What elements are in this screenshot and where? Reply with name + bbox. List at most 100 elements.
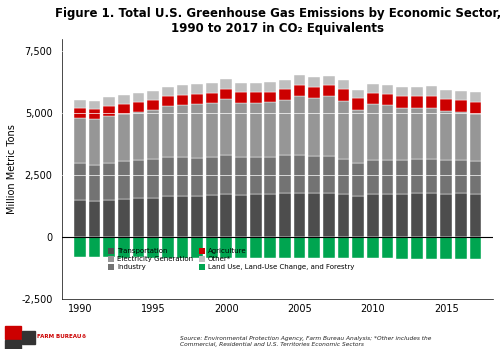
Bar [220, 155, 232, 194]
Bar [250, 237, 262, 258]
Bar [103, 163, 115, 200]
Bar [176, 237, 188, 258]
Title: Figure 1. Total U.S. Greenhouse Gas Emissions by Economic Sector,
1990 to 2017 i: Figure 1. Total U.S. Greenhouse Gas Emis… [54, 7, 500, 35]
Bar [147, 237, 159, 258]
Y-axis label: Million Metric Tons: Million Metric Tons [7, 124, 17, 214]
Bar [118, 104, 130, 114]
Bar [264, 237, 276, 258]
Bar [323, 237, 335, 258]
Bar [206, 237, 218, 258]
Bar [103, 237, 115, 258]
Bar [147, 198, 159, 237]
Bar [88, 119, 101, 165]
Bar [176, 157, 188, 196]
Bar [470, 161, 482, 194]
Bar [455, 160, 466, 193]
Bar [220, 79, 232, 89]
Bar [220, 237, 232, 258]
Bar [338, 101, 349, 159]
Bar [440, 194, 452, 237]
Bar [191, 158, 203, 196]
Bar [367, 84, 378, 93]
Bar [396, 160, 408, 194]
Bar [338, 194, 349, 237]
Text: FARM BUREAU®: FARM BUREAU® [38, 334, 88, 339]
Bar [294, 84, 306, 96]
Bar [294, 75, 306, 84]
Bar [338, 89, 349, 101]
Bar [250, 82, 262, 92]
Bar [176, 95, 188, 105]
Bar [118, 114, 130, 161]
Bar [147, 159, 159, 198]
Bar [162, 87, 173, 96]
Bar [367, 237, 378, 258]
Bar [455, 237, 466, 259]
Bar [206, 103, 218, 157]
Bar [264, 91, 276, 102]
Bar [118, 199, 130, 237]
Bar [74, 100, 86, 109]
Legend: Transportation, Electricity Generation, Industry, Agriculture, Other*, Land Use,: Transportation, Electricity Generation, … [106, 247, 356, 272]
Bar [74, 118, 86, 163]
Bar [5, 326, 20, 339]
Bar [147, 100, 159, 111]
Bar [470, 102, 482, 114]
Bar [103, 106, 115, 116]
Bar [440, 160, 452, 194]
Bar [118, 95, 130, 104]
Bar [411, 107, 422, 159]
Bar [235, 195, 247, 237]
Bar [338, 237, 349, 258]
Bar [367, 93, 378, 104]
Bar [103, 116, 115, 163]
Bar [162, 96, 173, 106]
Bar [396, 96, 408, 108]
Bar [411, 159, 422, 193]
Bar [470, 237, 482, 259]
Bar [396, 237, 408, 259]
Bar [176, 105, 188, 157]
Bar [176, 86, 188, 95]
Bar [264, 102, 276, 156]
Bar [191, 104, 203, 158]
Bar [352, 163, 364, 196]
Bar [426, 193, 438, 237]
Text: Source: Environmental Protection Agency, Farm Bureau Analysis; *Other includes t: Source: Environmental Protection Agency,… [180, 336, 432, 347]
Bar [294, 193, 306, 237]
Bar [250, 157, 262, 194]
Bar [235, 157, 247, 195]
Bar [352, 98, 364, 110]
Bar [323, 156, 335, 193]
Bar [323, 96, 335, 156]
Bar [235, 92, 247, 103]
Bar [279, 80, 291, 89]
Bar [352, 196, 364, 237]
Bar [279, 237, 291, 258]
Bar [191, 196, 203, 237]
Bar [264, 156, 276, 194]
Bar [470, 194, 482, 237]
Bar [455, 91, 466, 100]
Bar [367, 161, 378, 194]
Bar [250, 92, 262, 103]
Bar [279, 100, 291, 155]
Bar [367, 104, 378, 161]
Bar [191, 237, 203, 258]
Bar [382, 85, 394, 94]
Bar [162, 196, 173, 237]
Bar [132, 160, 144, 198]
Bar [411, 87, 422, 96]
Bar [396, 87, 408, 96]
Bar [440, 111, 452, 160]
Bar [74, 163, 86, 200]
Bar [279, 155, 291, 193]
Bar [411, 193, 422, 237]
Bar [235, 83, 247, 92]
Bar [308, 193, 320, 237]
Bar [352, 90, 364, 98]
Bar [323, 76, 335, 85]
Bar [88, 201, 101, 237]
Bar [367, 194, 378, 237]
Bar [338, 159, 349, 194]
